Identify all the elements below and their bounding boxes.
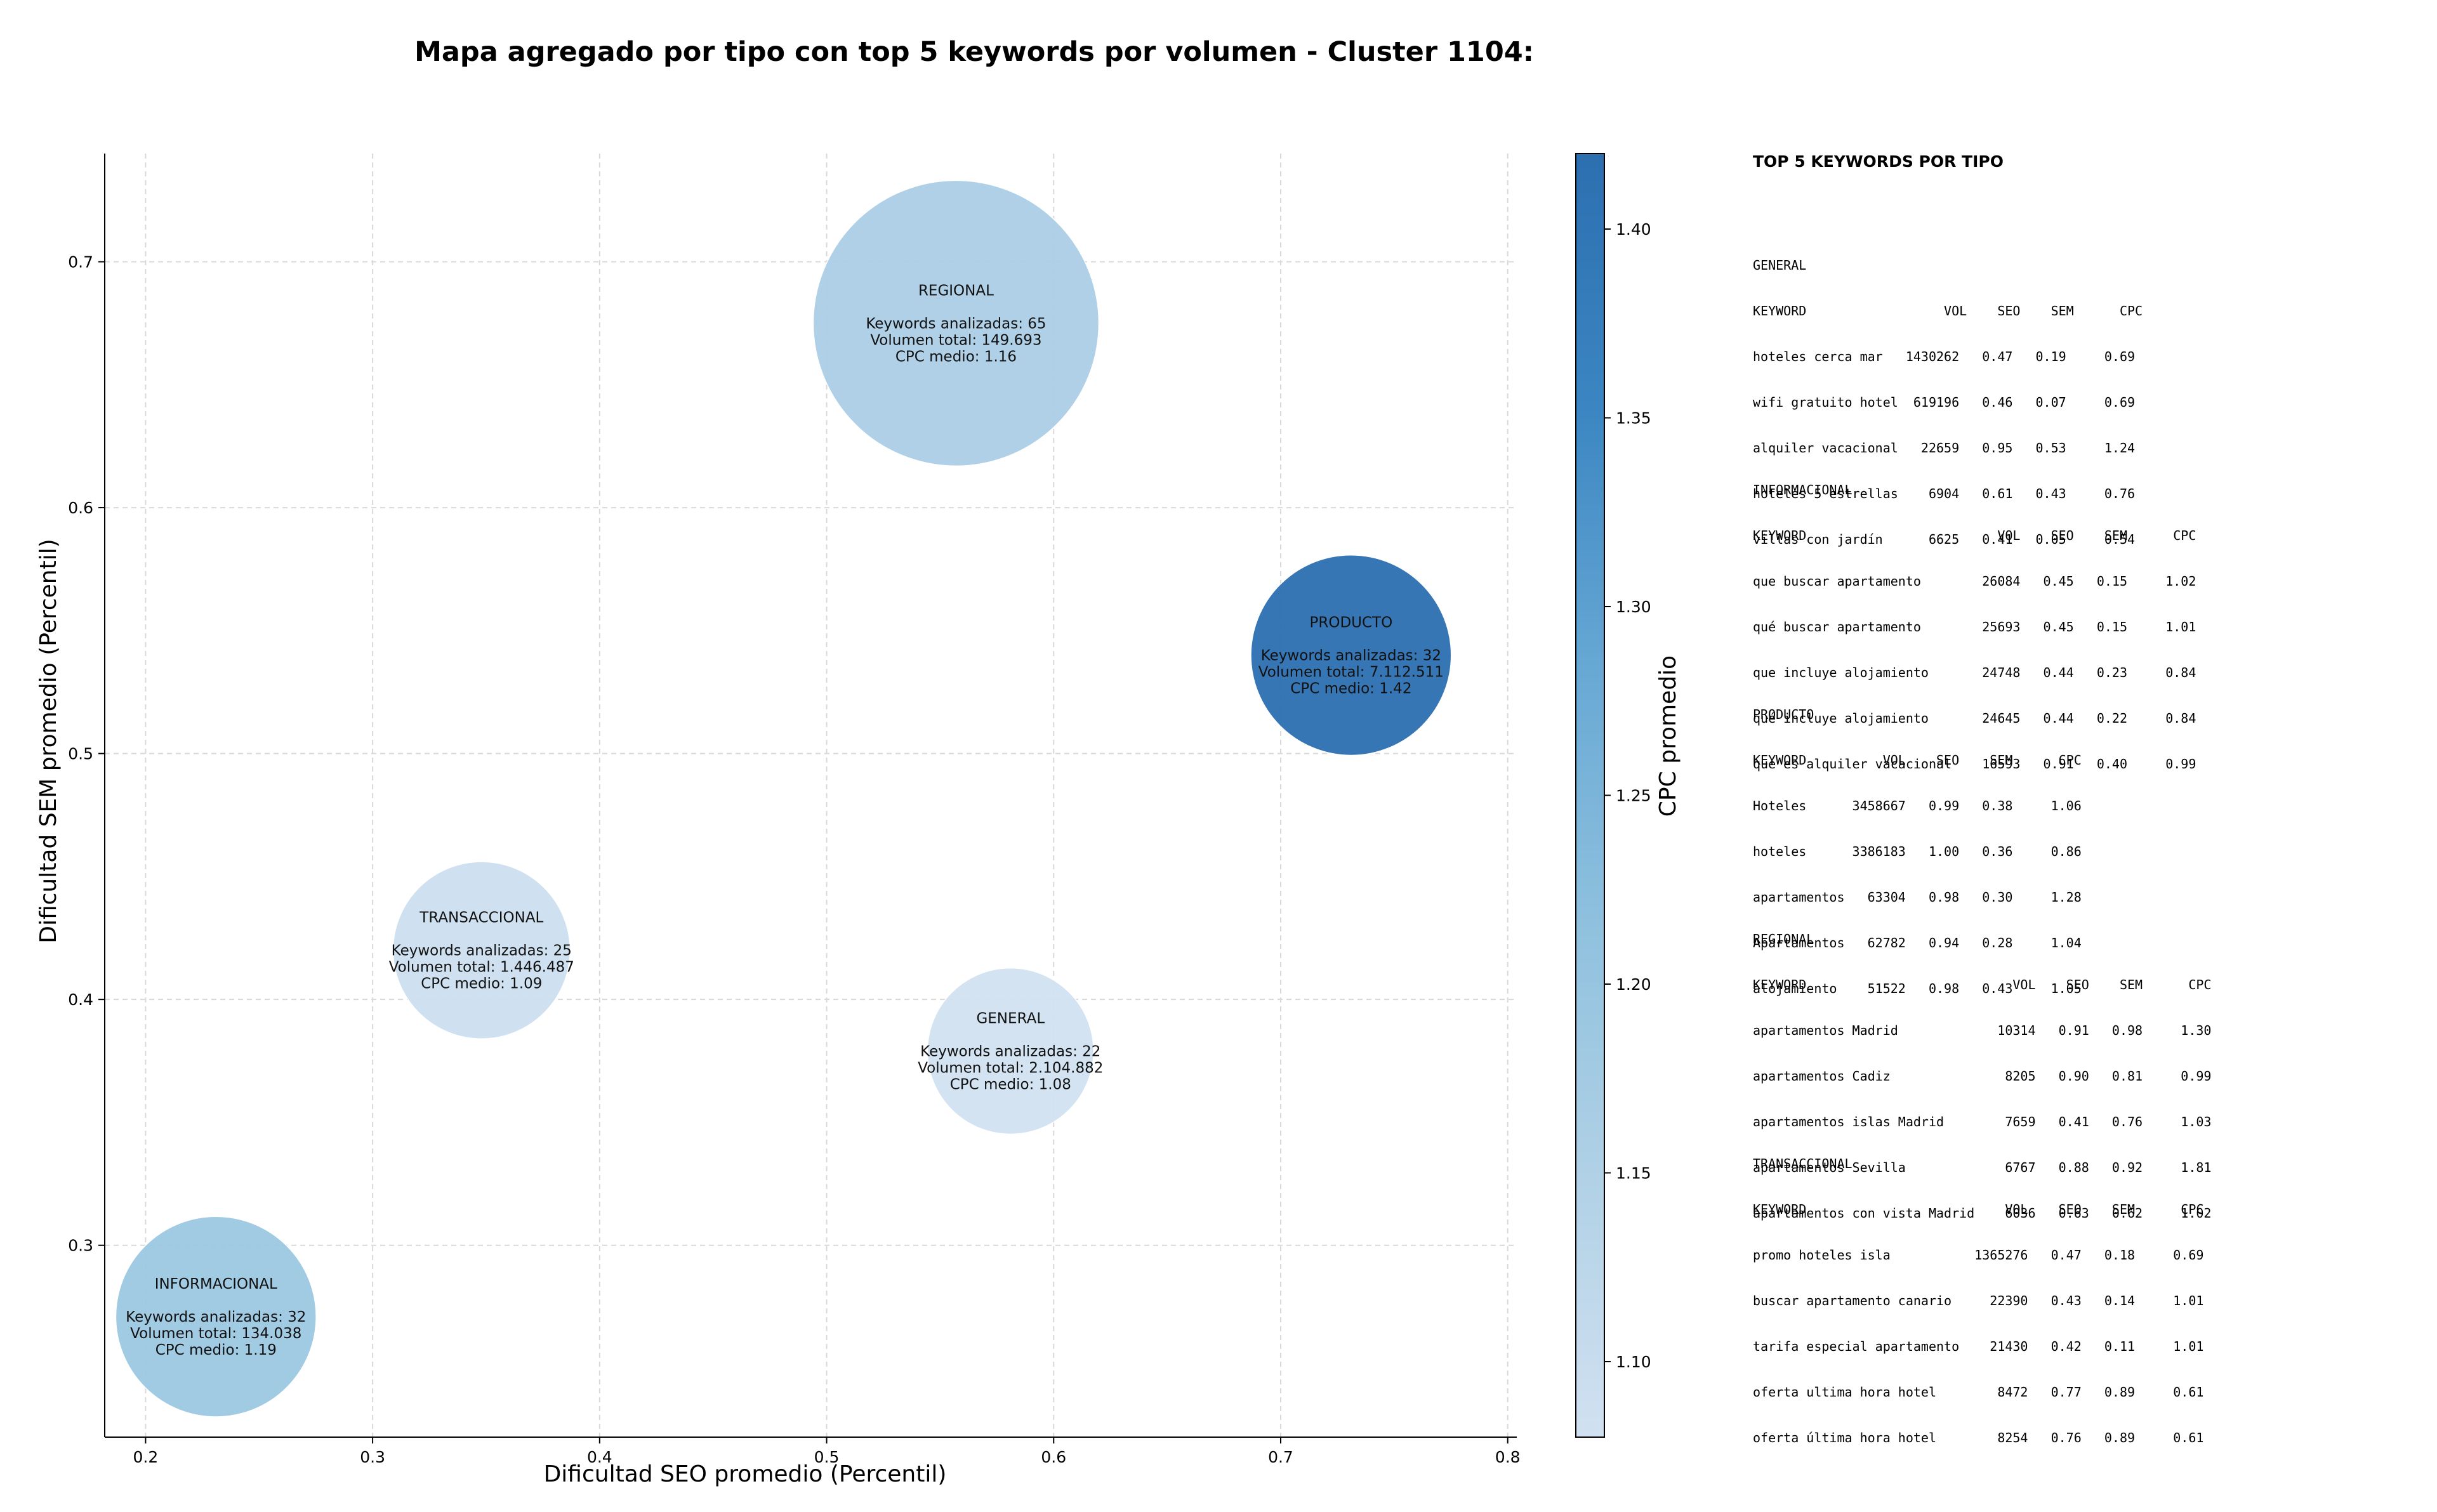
bubble-label: Keywords analizadas: 32 [126,1309,306,1325]
y-tick-label: 0.6 [68,499,93,517]
x-tick-label: 0.8 [1495,1448,1521,1466]
keyword-table-informacional: INFORMACIONAL KEYWORD VOL SEO SEM CPC qu… [1753,452,2196,802]
bubble-label: TRANSACCIONAL [419,910,543,926]
keyword-line: hoteles 3386183 1.00 0.36 0.86 [1753,844,2082,859]
colorbar-tick-label: 1.35 [1616,409,1651,428]
bubble-label: Volumen total: 1.446.487 [389,959,574,976]
keyword-table-regional: REGIONAL KEYWORD VOL SEO SEM CPC apartam… [1753,901,2211,1251]
keyword-line: hoteles 5 estrellas 6904 0.61 0.43 0.76 [1753,486,2136,501]
bubble-producto [1250,554,1452,756]
bubble-transaccional [392,861,571,1039]
bubble-label: CPC medio: 1.42 [1290,681,1411,697]
keyword-line: promo hoteles isla 1365276 0.47 0.18 0.6… [1753,1247,2204,1263]
x-tick-label: 0.6 [1041,1448,1066,1466]
bubble-label: CPC medio: 1.08 [950,1077,1071,1093]
bubble-label: PRODUCTO [1310,615,1393,631]
keyword-line: apartamentos Sevilla 6767 0.88 0.92 1.81 [1753,1160,2212,1175]
bubble-label: Volumen total: 134.038 [130,1325,301,1342]
keyword-line: qué incluye alojamiento 24645 0.44 0.22 … [1753,711,2196,726]
keyword-table-transaccional: TRANSACCIONAL KEYWORD VOL SEO SEM CPC pr… [1753,1126,2203,1476]
keyword-line: apartamentos islas Madrid 7659 0.41 0.76… [1753,1114,2212,1129]
keyword-line: tarifa especial apartamento 21430 0.42 0… [1753,1339,2204,1354]
y-tick-label: 0.3 [68,1237,93,1255]
colorbar-tick-label: 1.30 [1616,598,1651,616]
bubble-label: GENERAL [976,1011,1045,1027]
keyword-line: Apartamentos 62782 0.94 0.28 1.04 [1753,935,2082,950]
keyword-line: REGIONAL [1753,931,1814,947]
bubble-label: Volumen total: 149.693 [870,332,1041,348]
bubble-label: INFORMACIONAL [155,1276,277,1292]
keyword-line: PRODUCTO [1753,707,1814,722]
y-axis-label: Dificultad SEM promedio (Percentil) [36,539,62,943]
keyword-line: apartamentos 63304 0.98 0.30 1.28 [1753,890,2082,905]
y-tick-label: 0.5 [68,745,93,763]
keyword-line: KEYWORD VOL SEO SEM CPC [1753,528,2196,543]
colorbar-tick-label: 1.25 [1616,787,1651,805]
keyword-line: apartamentos con vista Madrid 6036 0.63 … [1753,1206,2212,1221]
bubble-label: Keywords analizadas: 32 [1261,648,1441,664]
x-tick-label: 0.2 [133,1448,159,1466]
keyword-line: wifi gratuito hotel 619196 0.46 0.07 0.6… [1753,395,2136,410]
keyword-line: KEYWORD VOL SEO SEM CPC [1753,1202,2204,1217]
keyword-line: alquiler vacacional 22659 0.95 0.53 1.24 [1753,440,2136,456]
keyword-line: INFORMACIONAL [1753,482,1853,497]
keyword-line: que buscar apartamento 26084 0.45 0.15 1… [1753,574,2196,589]
colorbar-gradient [1575,153,1605,1438]
bubble-informacional [115,1216,317,1417]
chart-title: Mapa agregado por tipo con top 5 keyword… [414,36,1534,68]
keyword-line: qué buscar apartamento 25693 0.45 0.15 1… [1753,619,2196,634]
keyword-line: oferta ultima hora hotel 8472 0.77 0.89 … [1753,1384,2204,1400]
bubble-label: CPC medio: 1.16 [895,348,1017,365]
keyword-line: buscar apartamento canario 22390 0.43 0.… [1753,1293,2204,1308]
x-axis-label: Dificultad SEO promedio (Percentil) [544,1461,947,1487]
y-tick-label: 0.7 [68,253,93,272]
keyword-line: Hoteles 3458667 0.99 0.38 1.06 [1753,798,2082,813]
grid [105,154,1517,1437]
keyword-line: GENERAL [1753,258,1807,273]
keyword-panel-title: TOP 5 KEYWORDS POR TIPO [1753,152,2004,171]
keyword-line: oferta última hora hotel 8254 0.76 0.89 … [1753,1430,2204,1445]
bubble-label: Keywords analizadas: 22 [920,1044,1100,1060]
keyword-line: KEYWORD VOL SEO SEM CPC [1753,753,2082,768]
colorbar-tick-label: 1.10 [1616,1353,1651,1371]
colorbar-tick-label: 1.20 [1616,975,1651,994]
keyword-line: KEYWORD VOL SEO SEM CPC [1753,303,2143,319]
keyword-line: TRANSACCIONAL [1753,1156,1853,1171]
keyword-line: que incluye alojamiento 24748 0.44 0.23 … [1753,665,2196,680]
x-tick-label: 0.4 [587,1448,612,1466]
bubble-label: Volumen total: 2.104.882 [918,1060,1103,1077]
axes: 0.2 0.3 0.4 0.5 0.6 0.7 0.8 0.3 0.4 0.5 0.6 0.7 [68,154,1521,1466]
x-tick-label: 0.7 [1268,1448,1293,1466]
colorbar: 1.10 1.15 1.20 1.25 1.30 1.35 1.40 [1575,153,1651,1438]
bubble-label: Keywords analizadas: 25 [392,943,572,959]
y-tick-label: 0.4 [68,990,93,1009]
colorbar-tick-label: 1.15 [1616,1164,1651,1183]
bubble-label: CPC medio: 1.19 [155,1342,277,1358]
bubble-label: CPC medio: 1.09 [421,976,542,992]
keyword-table-general: GENERAL KEYWORD VOL SEO SEM CPC hoteles … [1753,227,2143,577]
bubble-general [927,967,1094,1135]
keyword-line: hoteles cerca mar 1430262 0.47 0.19 0.69 [1753,349,2136,364]
x-tick-label: 0.5 [814,1448,840,1466]
bubble-label: REGIONAL [918,282,994,299]
keyword-line: alojamiento 51522 0.98 0.43 1.05 [1753,981,2082,996]
keyword-table-producto: PRODUCTO KEYWORD VOL SEO SEM CPC Hoteles… [1753,676,2082,1027]
bubble-label: Volumen total: 7.112.511 [1258,664,1444,681]
keyword-panel: TOP 5 KEYWORDS POR TIPO GENERAL KEYWORD … [1753,152,2413,1445]
colorbar-tick-label: 1.40 [1616,220,1651,239]
keyword-line: apartamentos Madrid 10314 0.91 0.98 1.30 [1753,1023,2212,1038]
bubble-label: Keywords analizadas: 65 [866,315,1046,332]
x-tick-label: 0.3 [360,1448,385,1466]
keyword-line: villas con jardín 6625 0.41 0.05 0.54 [1753,532,2136,547]
keyword-line: qué es alquiler vacacional 16593 0.91 0.… [1753,756,2196,772]
colorbar-label: CPC promedio [1655,655,1681,817]
keyword-line: apartamentos Cadiz 8205 0.90 0.81 0.99 [1753,1068,2212,1084]
bubble-regional [812,180,1100,467]
keyword-line: KEYWORD VOL SEO SEM CPC [1753,977,2212,992]
